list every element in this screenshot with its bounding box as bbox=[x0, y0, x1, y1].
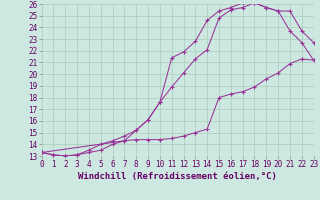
X-axis label: Windchill (Refroidissement éolien,°C): Windchill (Refroidissement éolien,°C) bbox=[78, 172, 277, 181]
